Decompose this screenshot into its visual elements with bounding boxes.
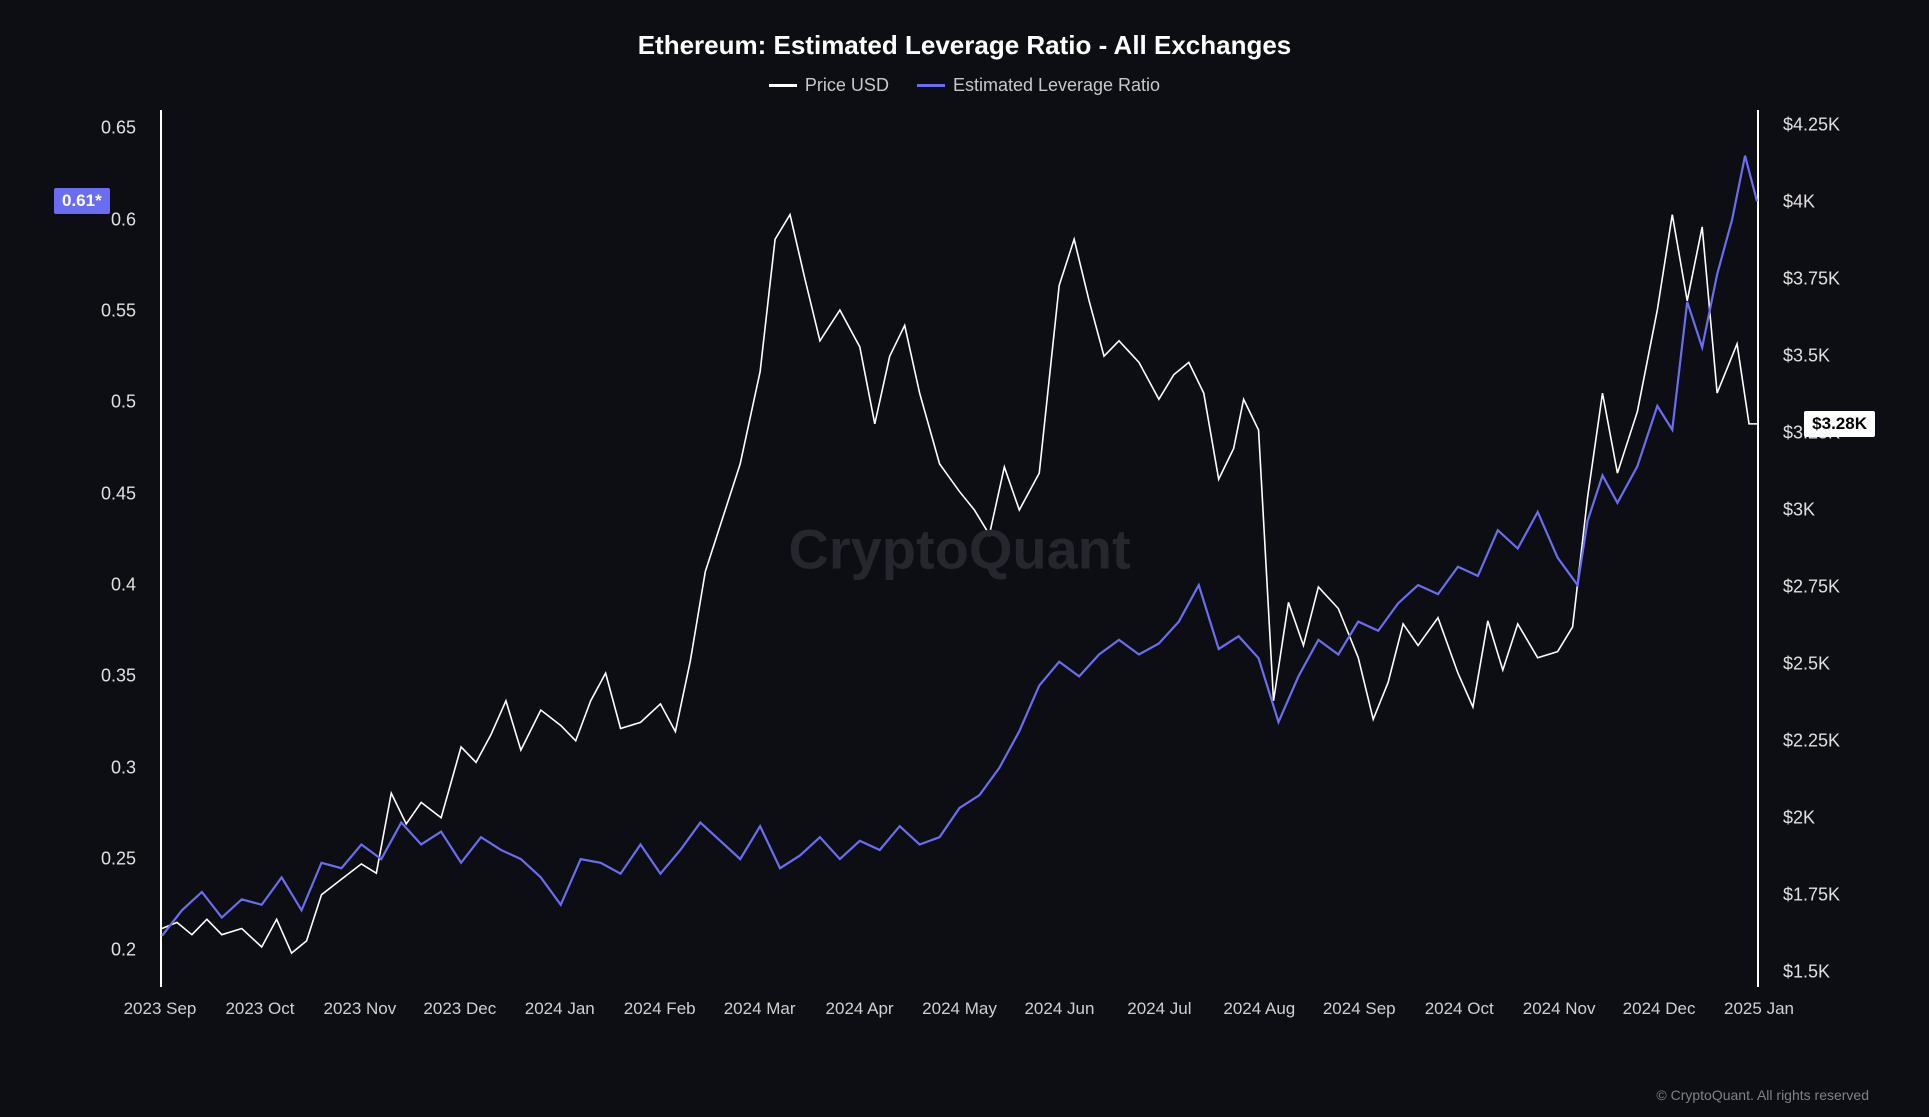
x-tick: 2024 Aug	[1223, 999, 1295, 1019]
chart-svg	[162, 110, 1757, 987]
y-right-current-marker: $3.28K	[1804, 411, 1875, 437]
y-tick-left: 0.55	[101, 300, 136, 321]
x-tick: 2025 Jan	[1724, 999, 1794, 1019]
x-tick: 2024 May	[922, 999, 997, 1019]
y-tick-left: 0.4	[111, 575, 136, 596]
legend-label: Estimated Leverage Ratio	[953, 75, 1160, 96]
x-tick: 2024 Jun	[1024, 999, 1094, 1019]
legend-label: Price USD	[805, 75, 889, 96]
x-tick: 2024 Jul	[1127, 999, 1191, 1019]
legend-item-price: Price USD	[769, 75, 889, 96]
plot-area[interactable]: CryptoQuant	[160, 110, 1759, 987]
y-tick-left: 0.35	[101, 666, 136, 687]
x-tick: 2023 Dec	[423, 999, 496, 1019]
series-estimated-leverage-ratio	[162, 156, 1757, 936]
chart-title: Ethereum: Estimated Leverage Ratio - All…	[50, 30, 1879, 61]
x-tick: 2024 Sep	[1323, 999, 1396, 1019]
y-axis-left: 0.2 0.25 0.3 0.35 0.4 0.45 0.5 0.55 0.6 0.65 0.61*	[50, 110, 150, 987]
chart-legend: Price USD Estimated Leverage Ratio	[50, 75, 1879, 96]
y-tick-right: $1.5K	[1783, 961, 1830, 982]
series-price-usd	[162, 215, 1757, 954]
y-tick-right: $4K	[1783, 192, 1815, 213]
x-tick: 2023 Sep	[124, 999, 197, 1019]
x-tick: 2024 Nov	[1523, 999, 1596, 1019]
x-tick: 2024 Dec	[1623, 999, 1696, 1019]
y-tick-left: 0.25	[101, 849, 136, 870]
legend-swatch	[769, 84, 797, 87]
y-tick-right: $3.75K	[1783, 269, 1840, 290]
y-tick-left: 0.45	[101, 483, 136, 504]
y-tick-left: 0.6	[111, 209, 136, 230]
x-tick: 2024 Jan	[525, 999, 595, 1019]
y-tick-left: 0.3	[111, 757, 136, 778]
y-tick-left: 0.65	[101, 118, 136, 139]
y-tick-right: $2.25K	[1783, 730, 1840, 751]
y-tick-right: $3.5K	[1783, 346, 1830, 367]
y-tick-right: $1.75K	[1783, 884, 1840, 905]
y-tick-left: 0.2	[111, 940, 136, 961]
y-tick-right: $2.5K	[1783, 653, 1830, 674]
copyright-text: © CryptoQuant. All rights reserved	[1656, 1087, 1869, 1103]
x-tick: 2024 Oct	[1425, 999, 1494, 1019]
y-tick-right: $4.25K	[1783, 115, 1840, 136]
chart-container: Ethereum: Estimated Leverage Ratio - All…	[50, 30, 1879, 1087]
x-axis: 2023 Sep2023 Oct2023 Nov2023 Dec2024 Jan…	[160, 993, 1759, 1037]
legend-swatch	[917, 84, 945, 87]
legend-item-leverage: Estimated Leverage Ratio	[917, 75, 1160, 96]
y-left-current-marker: 0.61*	[54, 188, 110, 214]
y-tick-right: $2K	[1783, 807, 1815, 828]
y-tick-left: 0.5	[111, 392, 136, 413]
y-tick-right: $3K	[1783, 500, 1815, 521]
x-tick: 2023 Nov	[323, 999, 396, 1019]
x-tick: 2023 Oct	[225, 999, 294, 1019]
x-tick: 2024 Mar	[724, 999, 796, 1019]
x-tick: 2024 Apr	[826, 999, 894, 1019]
x-tick: 2024 Feb	[624, 999, 696, 1019]
plot-container: 0.2 0.25 0.3 0.35 0.4 0.45 0.5 0.55 0.6 0.65 0.61*…	[50, 110, 1879, 1037]
y-axis-right: $1.5K$1.75K$2K$2.25K$2.5K$2.75K$3K$3.25K…	[1769, 110, 1879, 987]
y-tick-right: $2.75K	[1783, 576, 1840, 597]
